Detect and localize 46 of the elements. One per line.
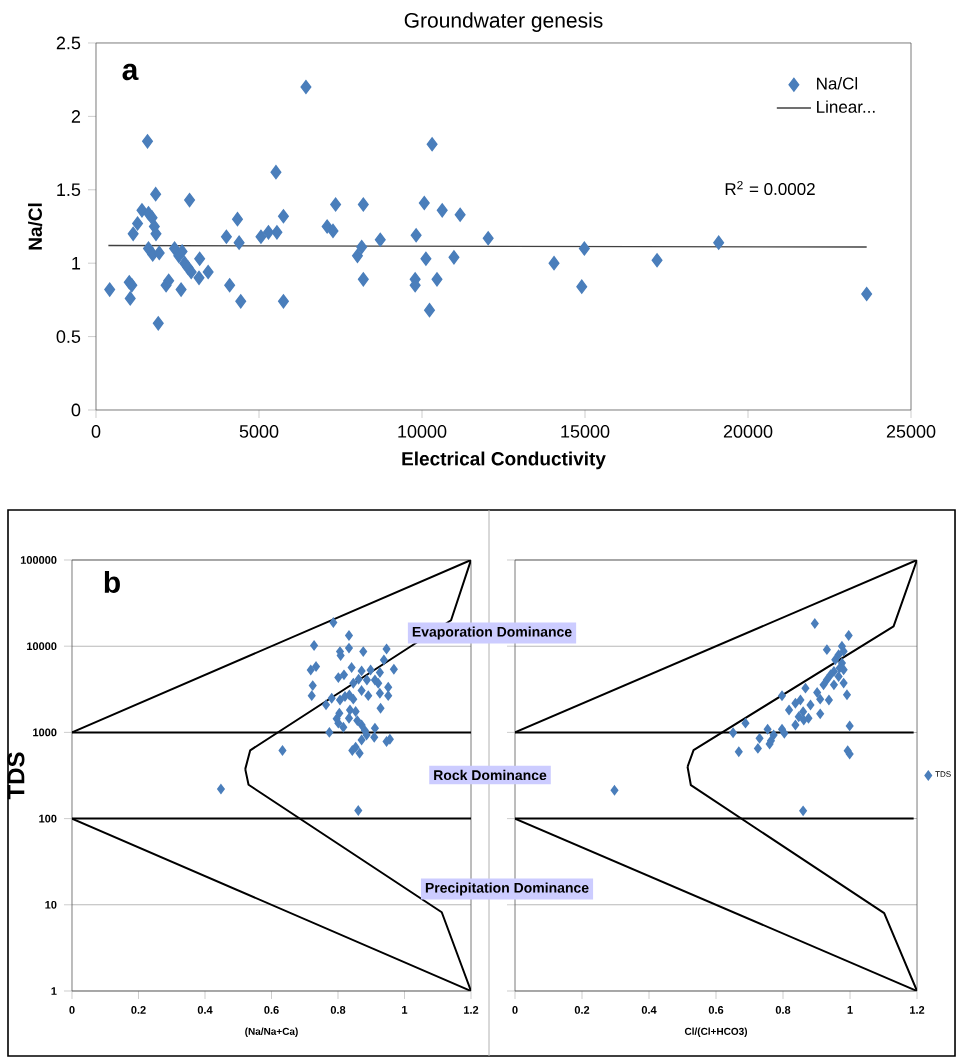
legend-label: Na/Cl: [817, 77, 858, 90]
y-axis-title: Na/Cl: [28, 203, 43, 250]
y-tick-label: 2.5: [56, 36, 81, 50]
x-tick-label: 20000: [723, 425, 773, 438]
legend-label: Linear...: [817, 100, 875, 113]
x-tick-label: 0.2: [131, 1006, 146, 1014]
annotation: Evaporation Dominance: [412, 626, 572, 640]
annotation: b: [104, 570, 120, 593]
y-tick-label: 100000: [20, 556, 57, 564]
x-tick-label: 0: [512, 1006, 518, 1014]
x-tick-label: 10000: [398, 425, 447, 438]
annotation: R$^{2}$ = 0.0002: [725, 180, 815, 196]
x-axis-title: Electrical Conductivity: [402, 451, 606, 470]
annotation: Rock Dominance: [434, 769, 547, 781]
y-axis-title: TDS: [7, 752, 25, 800]
x-tick-label: 0.4: [197, 1006, 213, 1014]
y-tick-label: 0: [71, 403, 81, 417]
y-tick-label: 10000: [27, 642, 57, 651]
annotation: Precipitation Dominance: [425, 882, 589, 896]
y-tick-label: 1000: [33, 728, 57, 737]
x-tick-label: 0: [91, 425, 101, 438]
x-axis-title: Cl/(Cl+HCO3): [684, 1027, 748, 1037]
x-tick-label: 1: [847, 1006, 853, 1014]
y-tick-label: 1.5: [57, 183, 81, 197]
x-tick-label: 0.6: [264, 1006, 279, 1014]
chart-title: Groundwater genesis: [404, 12, 603, 32]
x-tick-label: 0.8: [775, 1006, 791, 1014]
y-tick-label: 1: [51, 987, 57, 995]
x-tick-label: 1.2: [464, 1006, 479, 1014]
x-tick-label: 0.4: [641, 1006, 657, 1014]
x-tick-label: 15000: [561, 425, 610, 438]
x-tick-label: 0.6: [708, 1006, 724, 1014]
legend-label: TDS: [935, 771, 951, 777]
x-tick-label: 0.8: [330, 1006, 346, 1014]
x-tick-label: 0.2: [574, 1006, 590, 1014]
y-tick-label: 100: [39, 814, 57, 823]
x-axis-title: (Na/Na+Ca): [245, 1027, 298, 1037]
y-tick-label: 10: [45, 900, 57, 909]
x-tick-label: 1: [402, 1006, 408, 1014]
x-tick-label: 5000: [239, 425, 279, 438]
x-tick-label: 25000: [886, 425, 936, 438]
y-tick-label: 1: [72, 256, 81, 270]
y-tick-label: 0.5: [56, 330, 81, 343]
annotation: a: [122, 63, 139, 81]
x-tick-label: 1.2: [910, 1006, 925, 1014]
y-tick-label: 2: [71, 110, 81, 123]
